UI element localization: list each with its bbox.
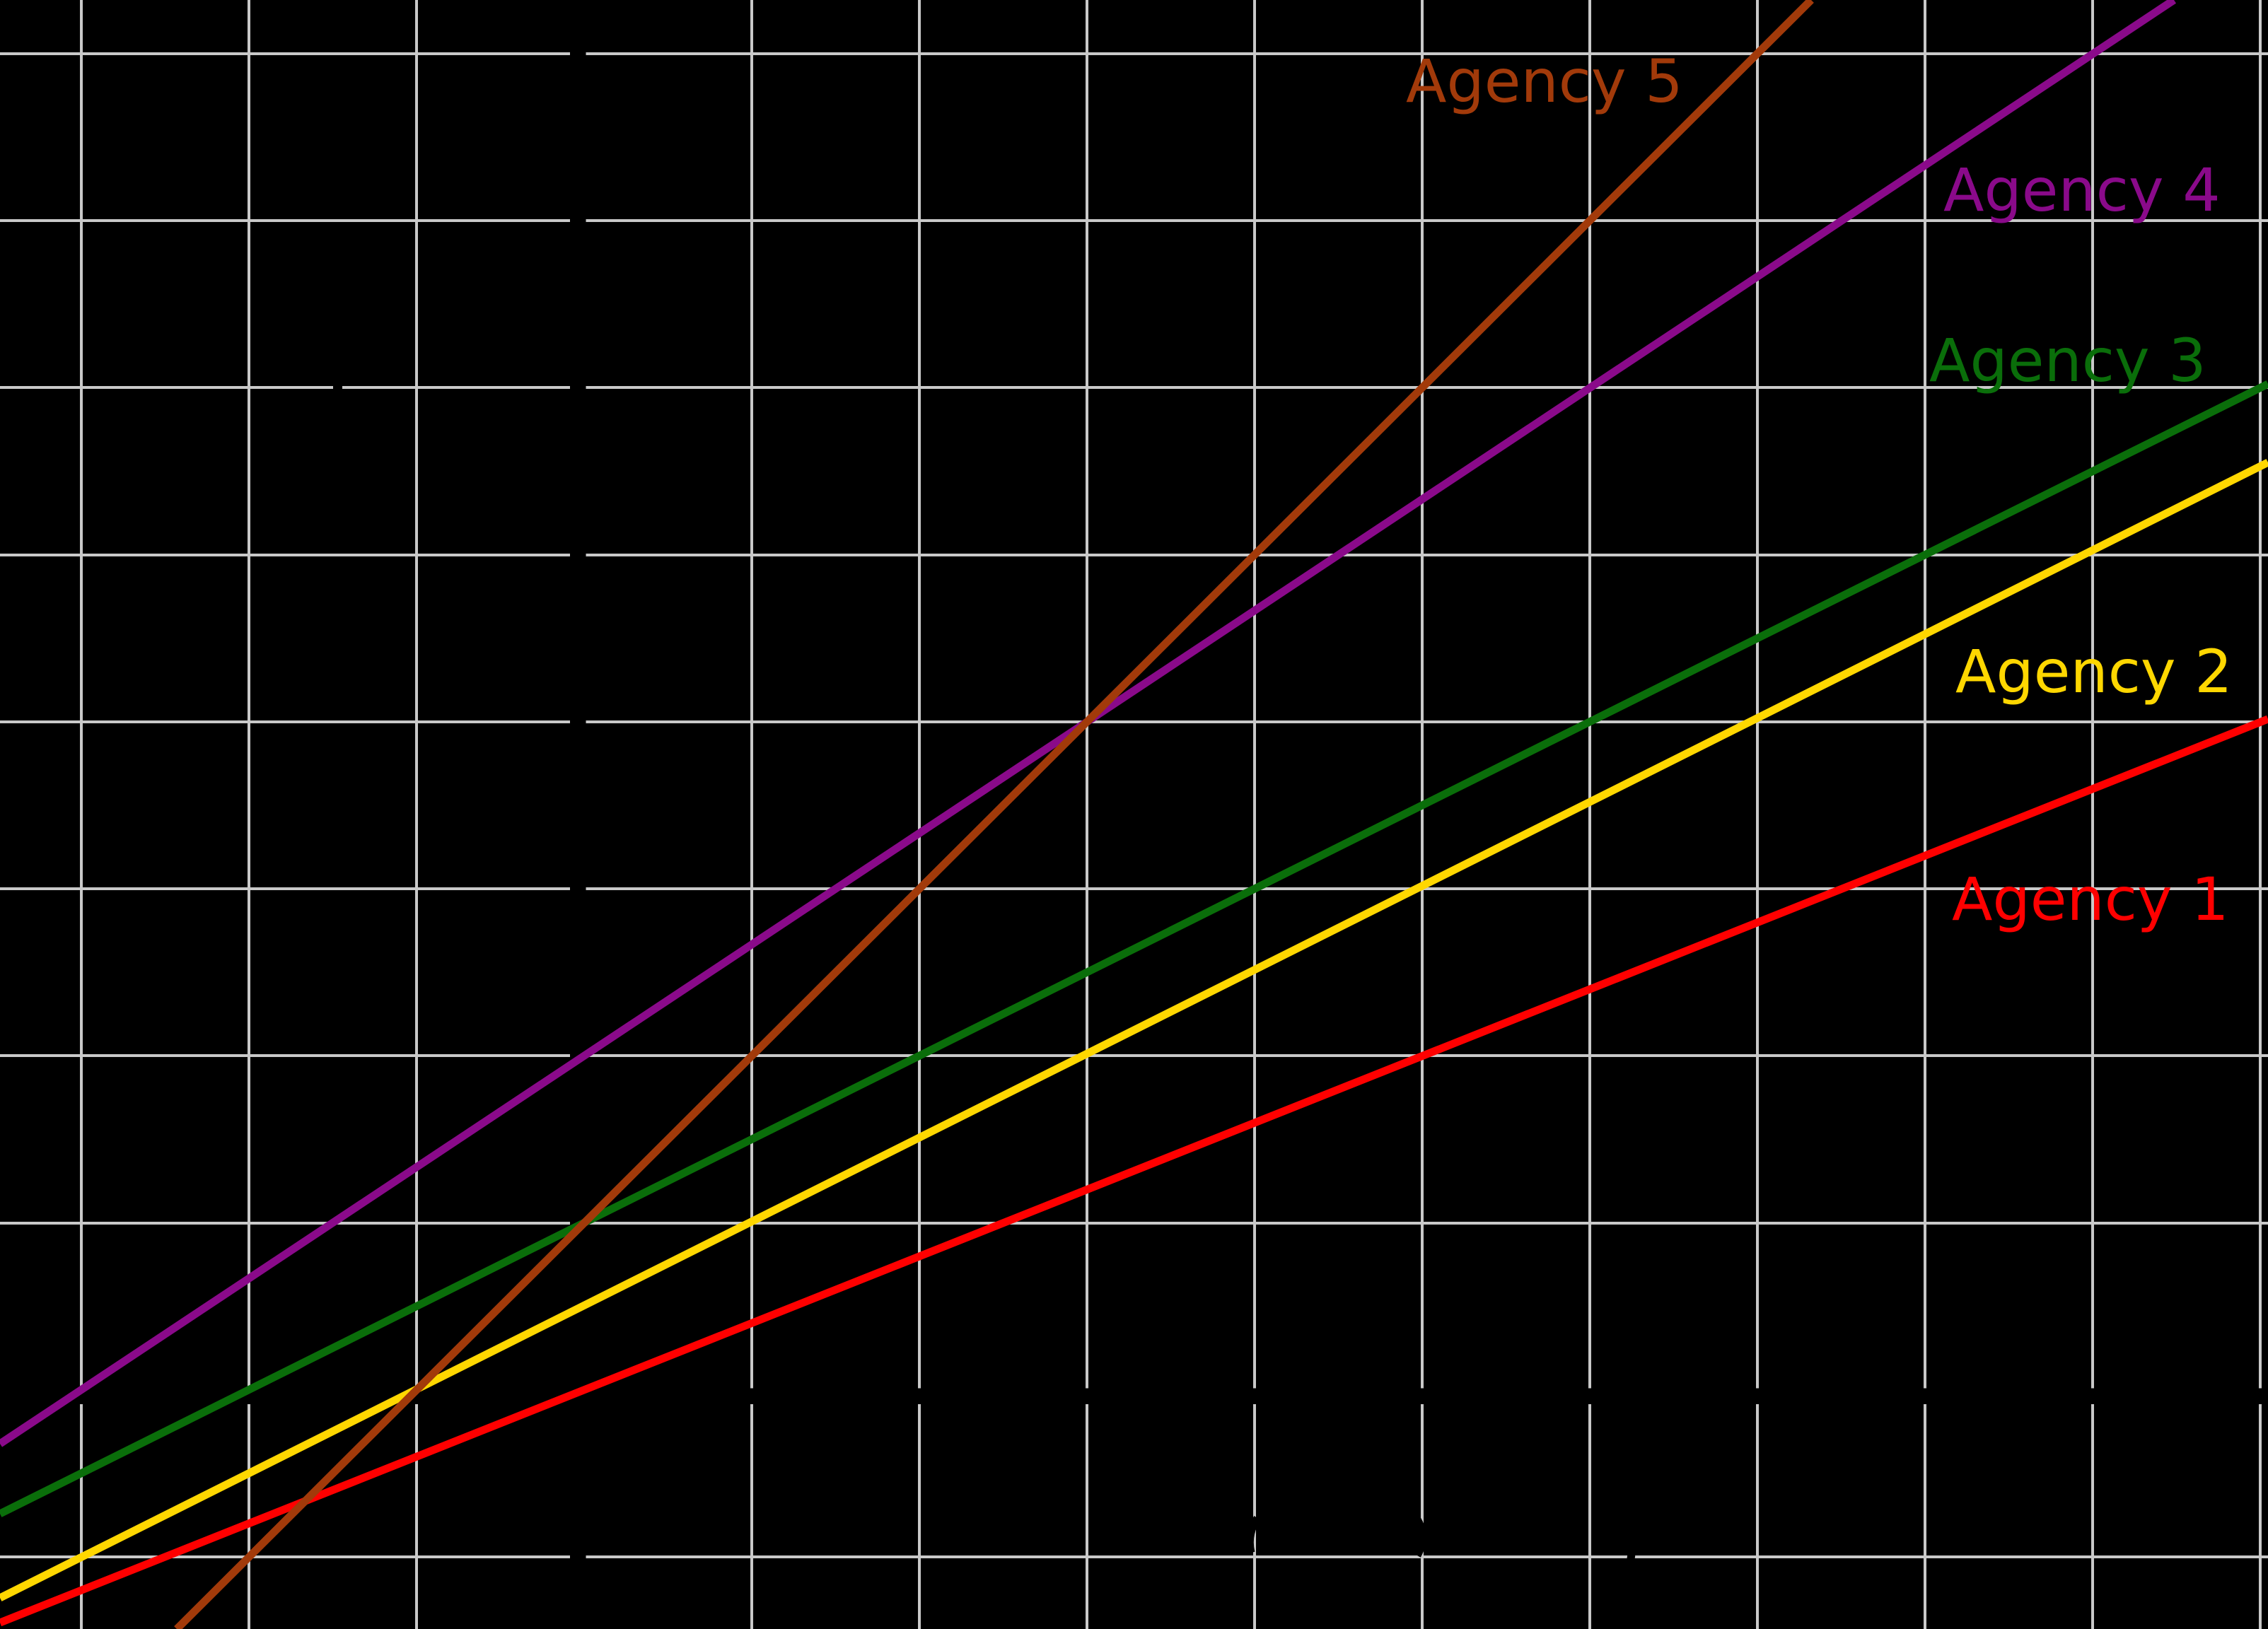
hidden-text-fragment bbox=[333, 383, 342, 389]
hidden-text-fragment bbox=[1412, 1514, 1426, 1558]
series-line-agency-3 bbox=[0, 380, 2268, 1517]
series-label-agency-3: Agency 3 bbox=[1929, 326, 2206, 395]
series-label-agency-2: Agency 2 bbox=[1955, 637, 2233, 706]
series-line-agency-5 bbox=[174, 0, 1814, 1629]
hidden-text-fragment bbox=[1245, 1515, 1261, 1554]
series-label-agency-1: Agency 1 bbox=[1952, 865, 2229, 934]
series-label-agency-5: Agency 5 bbox=[1406, 47, 1683, 116]
series-line-agency-1 bbox=[0, 715, 2268, 1627]
series-line-agency-2 bbox=[0, 459, 2268, 1601]
hidden-text-fragment bbox=[1618, 1548, 1636, 1579]
series-label-agency-4: Agency 4 bbox=[1943, 156, 2221, 225]
